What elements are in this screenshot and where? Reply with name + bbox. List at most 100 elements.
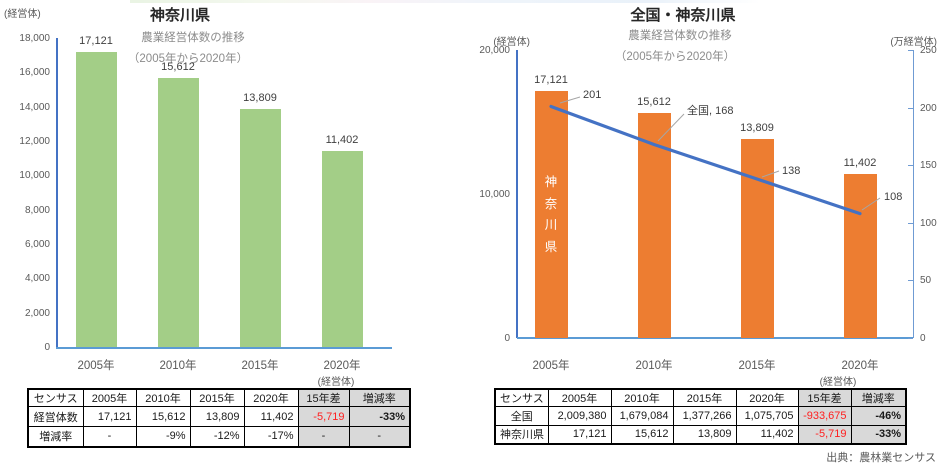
table-data-cell: 1,679,084 [610,406,674,426]
bar-value-label: 13,809 [243,92,277,104]
left-chart-y-axis-unit: (経営体) [4,9,41,20]
left-chart-y-tick-label: 14,000 [19,101,50,113]
table-data-cell: 11,402 [243,406,299,427]
right-axis-tick-mark [908,165,913,167]
table-header-cell: 2005年 [82,388,137,407]
national-summary-table: センサス 2005年 2010年 2015年 2020年 15年差 増減率 全国 2,009,3… [494,388,907,445]
kanagawa-bar [239,109,281,347]
line-point-label: 108 [884,191,903,203]
right-chart-right-tick-label: 0 [920,333,926,344]
table-data-cell: - [82,426,137,447]
line-point-label: 138 [782,165,801,177]
kanagawa-bar-right-chart [843,174,877,338]
left-chart-y-tick-label: 10,000 [19,170,50,182]
table-header-cell: 2015年 [189,388,245,407]
right-chart-title: 全国・神奈川県 [630,7,736,24]
left-chart-y-tick-label: 0 [44,342,50,353]
table-header-cell: 増減率 [348,388,411,407]
right-chart-right-tick-label: 100 [920,217,937,229]
table-data-cell: -33% [850,425,907,444]
right-chart-right-axis-unit: (万経営体) [890,37,937,48]
line-point-label: 201 [583,89,602,101]
table-data-cell: 11,402 [735,425,799,444]
table-header-cell: 15年差 [797,388,852,407]
left-chart-y-tick-label: 6,000 [24,239,50,250]
right-table-unit: (経営体) [819,377,857,388]
bar-value-label: 11,402 [843,157,877,169]
kanagawa-bar-right-chart [740,139,774,338]
table-data-cell: - [348,426,411,447]
table-row-label: 全国 [494,406,549,426]
table-header-cell: 2005年 [547,388,612,407]
table-data-cell: 13,809 [672,425,737,444]
x-axis-category-label: 2015年 [738,360,776,372]
bar-value-label: 15,612 [637,96,671,108]
line-point-label: 全国, 168 [687,105,734,117]
left-table-unit: (経営体) [317,377,355,388]
table-header-cell: 2020年 [735,388,799,407]
table-header-cell: 2020年 [243,388,299,407]
left-chart-subtitle: 農業経営体数の推移 [141,32,245,44]
right-chart-right-tick-label: 50 [920,275,932,287]
left-chart-y-axis-line [56,38,58,348]
table-data-cell: -46% [850,406,907,426]
right-axis-tick-mark [908,107,913,109]
left-chart-y-tick-label: 8,000 [24,204,50,216]
right-chart-right-axis-line [913,50,914,338]
source-credit: 出典：農林業センサス [826,452,936,464]
national-kanagawa-chart: (経営体) (万経営体) 全国・神奈川県 農業経営体数の推移 （2005年から2… [440,0,944,386]
bar-value-label: 13,809 [740,122,774,134]
right-chart-right-tick-label: 200 [920,102,937,114]
kanagawa-chart: (経営体) 神奈川県 農業経営体数の推移 （2005年から2020年） 18,0… [0,0,440,386]
x-axis-category-label: 2010年 [159,360,197,372]
kanagawa-bar [157,78,199,347]
right-axis-tick-mark [908,50,913,51]
bar-value-label: 15,612 [161,61,195,73]
table-data-cell: 17,121 [82,406,137,427]
table-data-cell: -33% [348,406,411,427]
table-header-cell: 2010年 [610,388,674,407]
right-chart-right-tick-label: 250 [920,45,937,56]
in-bar-vertical-label: 神奈川県 [543,176,559,253]
in-bar-label-char: 県 [544,239,558,254]
left-chart-y-tick-label: 18,000 [19,33,50,44]
table-data-cell: -9% [135,426,191,447]
left-chart-period: （2005年から2020年） [127,53,249,65]
x-axis-category-label: 2020年 [323,360,361,372]
kanagawa-bar [75,52,117,347]
table-data-cell: -17% [243,426,299,447]
right-chart-left-tick-label: 10,000 [479,189,510,200]
kanagawa-bar-right-chart [637,113,671,338]
right-chart-left-tick-label: 0 [504,333,510,344]
table-data-cell: 15,612 [135,406,191,427]
right-axis-tick-mark [908,338,913,339]
table-header-cell: センサス [27,388,84,407]
left-chart-y-tick-label: 4,000 [24,273,50,285]
in-bar-label-char: 神 [544,175,558,189]
table-header-cell: 増減率 [850,388,907,407]
table-data-cell: - [297,426,350,447]
right-chart-left-tick-label: 20,000 [479,45,510,56]
table-header-cell: センサス [494,388,549,407]
x-axis-category-label: 2005年 [77,360,115,372]
right-chart-left-axis-unit: (経営体) [493,37,530,48]
cropped-title-remnant [130,0,760,3]
table-row-label: 増減率 [27,426,84,447]
right-chart-right-tick-label: 150 [920,160,937,172]
x-axis-category-label: 2005年 [532,360,570,372]
bar-value-label: 17,121 [79,35,113,47]
left-chart-y-tick-label: 2,000 [24,307,50,319]
right-axis-tick-mark [908,280,913,282]
bar-value-label: 17,121 [534,74,568,86]
right-chart-subtitle: 農業経営体数の推移 [628,30,732,42]
table-data-cell: 2,009,380 [547,406,612,426]
table-row-label: 神奈川県 [494,425,549,444]
left-chart-y-tick-label: 16,000 [19,67,50,79]
right-chart-left-axis-line [516,50,518,338]
bar-value-label: 11,402 [325,134,359,146]
table-data-cell: 1,075,705 [735,406,799,426]
left-chart-y-tick-label: 12,000 [19,136,50,147]
table-data-cell: -933,675 [797,406,852,426]
left-chart-x-axis-line [56,347,392,349]
